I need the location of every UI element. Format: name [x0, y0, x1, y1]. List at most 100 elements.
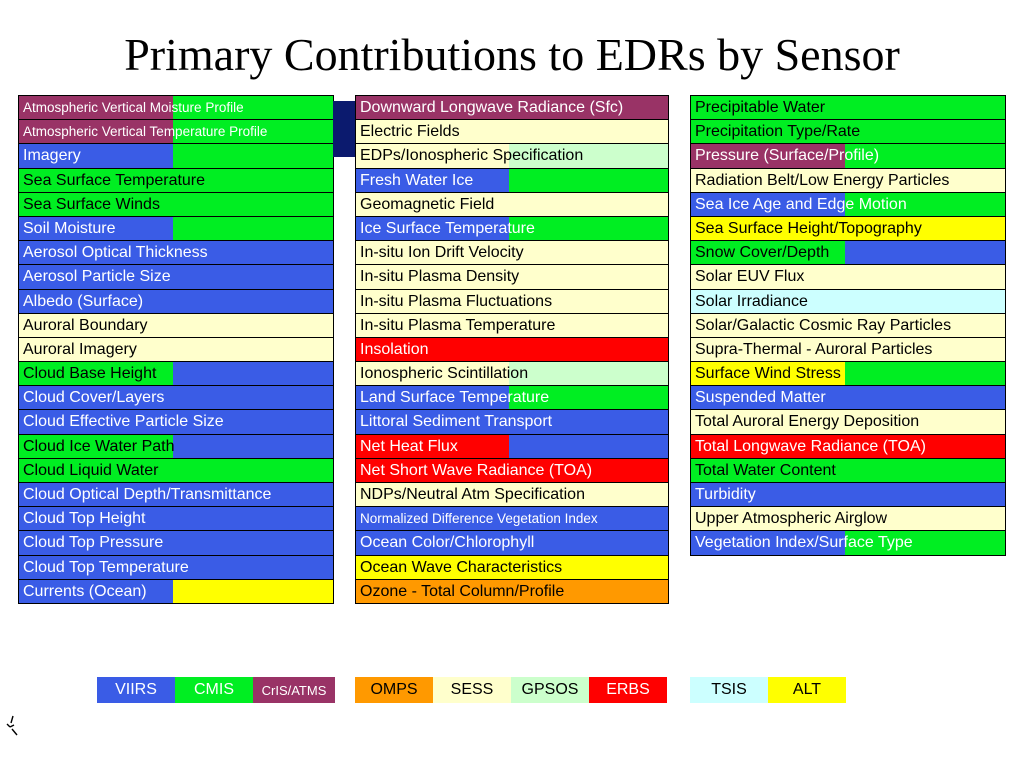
edr-label: Normalized Difference Vegetation Index: [360, 511, 598, 527]
sensor-fill-primary: [691, 458, 1005, 482]
sensor-fill-secondary: [508, 216, 668, 241]
edr-label: Auroral Imagery: [23, 340, 137, 358]
edr-row: Auroral Boundary: [19, 313, 333, 338]
edr-label: Aerosol Particle Size: [23, 268, 171, 286]
sensor-fill-secondary: [844, 531, 1005, 555]
edr-label: Aerosol Optical Thickness: [23, 244, 208, 262]
edr-label: Vegetation Index/Surface Type: [695, 534, 913, 552]
edr-label: Total Auroral Energy Deposition: [695, 413, 920, 431]
edr-row: Pressure (Surface/Profile): [691, 144, 1005, 169]
sensor-fill-primary: [691, 96, 1005, 120]
edr-row: Precipitable Water: [691, 96, 1005, 121]
edr-row: Total Water Content: [691, 458, 1005, 483]
edr-label: Soil Moisture: [23, 219, 116, 237]
edr-label: Sea Ice Age and Edge Motion: [695, 195, 907, 213]
edr-label: Atmospheric Vertical Temperature Profile: [23, 124, 268, 140]
edr-label: In-situ Plasma Density: [360, 268, 520, 286]
edr-row: Sea Ice Age and Edge Motion: [691, 192, 1005, 217]
edr-row: Electric Fields: [356, 120, 668, 145]
sensor-fill-primary: [19, 555, 333, 579]
edr-row: Solar/Galactic Cosmic Ray Particles: [691, 313, 1005, 338]
edr-row: Sea Surface Winds: [19, 192, 333, 217]
sensor-fill-primary: [19, 410, 333, 434]
edr-label: Upper Atmospheric Airglow: [695, 510, 888, 528]
sensor-fill-secondary: [508, 434, 668, 458]
edr-row: Radiation Belt/Low Energy Particles: [691, 168, 1005, 193]
edr-label: Ice Surface Temperature: [360, 219, 535, 237]
sensor-fill-primary: [356, 362, 509, 386]
corner-logo-icon: [6, 715, 18, 736]
sensor-fill-primary: [19, 96, 173, 120]
edr-row: Geomagnetic Field: [356, 192, 668, 217]
sensor-fill-primary: [691, 362, 845, 386]
edr-label: Ozone - Total Column/Profile: [360, 582, 565, 600]
edr-label: Fresh Water Ice: [360, 171, 474, 189]
decorative-tab: [333, 101, 355, 157]
edr-label: Littoral Sediment Transport: [360, 413, 553, 431]
sensor-fill-primary: [691, 313, 1005, 337]
edr-row: Snow Cover/Depth: [691, 241, 1005, 266]
sensor-fill-primary: [19, 579, 173, 603]
sensor-fill-primary: [356, 313, 668, 337]
sensor-fill-primary: [356, 434, 509, 458]
edr-row: Solar EUV Flux: [691, 265, 1005, 290]
edr-label: Auroral Boundary: [23, 316, 148, 334]
edr-label: Atmospheric Vertical Moisture Profile: [23, 100, 244, 115]
edr-label: Ionospheric Scintillation: [360, 365, 529, 383]
sensor-fill-primary: [356, 337, 668, 362]
sensor-fill-primary: [356, 144, 509, 168]
edr-row: Turbidity: [691, 483, 1005, 508]
sensor-fill-primary: [356, 96, 668, 120]
sensor-fill-secondary: [172, 96, 333, 120]
sensor-fill-primary: [19, 313, 333, 337]
edr-label: Cloud Base Height: [23, 365, 157, 383]
edr-label: Cloud Effective Particle Size: [23, 413, 224, 431]
edr-label: Electric Fields: [360, 123, 460, 141]
sensor-fill-primary: [19, 458, 333, 482]
edr-label: Net Heat Flux: [360, 437, 458, 455]
edr-row: Cloud Optical Depth/Transmittance: [19, 483, 333, 508]
edr-label: Snow Cover/Depth: [695, 244, 830, 262]
edr-row: Normalized Difference Vegetation Index: [356, 507, 668, 532]
sensor-fill-secondary: [172, 579, 333, 603]
sensor-fill-primary: [691, 216, 1005, 241]
edr-label: Sea Surface Winds: [23, 195, 160, 213]
sensor-fill-primary: [356, 410, 668, 434]
sensor-fill-primary: [691, 192, 845, 216]
sensor-fill-primary: [691, 434, 1005, 458]
sensor-fill-primary: [19, 386, 333, 410]
legend-item: VIIRS: [97, 677, 175, 703]
edr-row: Cloud Top Pressure: [19, 531, 333, 556]
sensor-fill-secondary: [844, 362, 1005, 386]
edr-row: Auroral Imagery: [19, 337, 333, 363]
edr-label: Sea Surface Temperature: [23, 171, 206, 189]
sensor-fill-primary: [19, 241, 333, 265]
edr-label: Sea Surface Height/Topography: [695, 219, 922, 237]
sensor-fill-primary: [691, 120, 1005, 144]
edr-row: Solar Irradiance: [691, 289, 1005, 314]
sensor-fill-secondary: [508, 362, 668, 386]
edr-label: Supra-Thermal - Auroral Particles: [695, 340, 933, 358]
sensor-fill-secondary: [172, 144, 333, 168]
edr-label: Pressure (Surface/Profile): [695, 147, 880, 165]
edr-row: EDPs/Ionospheric Specification: [356, 144, 668, 169]
edr-row: Ocean Wave Characteristics: [356, 555, 668, 580]
edr-column-3: Precipitable Water Precipitation Type/Rat…: [690, 95, 1006, 556]
edr-row: Precipitation Type/Rate: [691, 120, 1005, 145]
page-title: Primary Contributions to EDRs by Sensor: [124, 29, 900, 80]
edr-label: Insolation: [360, 340, 429, 358]
edr-label: EDPs/Ionospheric Specification: [360, 147, 584, 165]
edr-row: Ocean Color/Chlorophyll: [356, 531, 668, 556]
sensor-fill-primary: [356, 507, 668, 531]
edr-label: In-situ Plasma Fluctuations: [360, 292, 553, 310]
edr-label: Albedo (Surface): [23, 292, 144, 310]
edr-row: Currents (Ocean): [19, 579, 333, 604]
edr-label: Net Short Wave Radiance (TOA): [360, 461, 593, 479]
edr-label: Total Water Content: [695, 461, 836, 479]
edr-column-1: Atmospheric Vertical Moisture Profile Atm…: [18, 95, 334, 604]
sensor-fill-primary: [19, 265, 333, 289]
sensor-fill-primary: [356, 579, 668, 603]
legend-item: ERBS: [589, 677, 667, 703]
edr-row: Cloud Base Height: [19, 362, 333, 387]
sensor-fill-secondary: [172, 434, 333, 458]
